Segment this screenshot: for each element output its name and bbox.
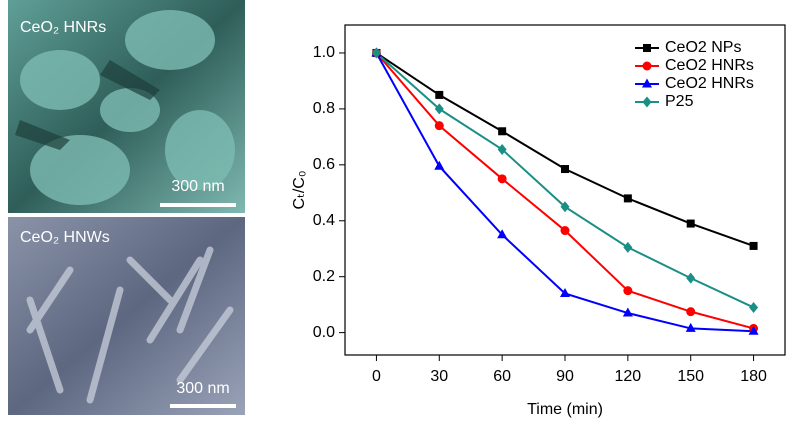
x-axis-label: Time (min) [527,401,603,418]
image-label: CeO₂ HNRs [20,19,106,36]
marker [623,194,632,203]
image-label: CeO₂ HNWs [20,229,110,246]
marker [434,160,445,170]
x-tick-label: 90 [556,368,574,385]
scale-bar-label: 300 nm [176,380,229,397]
marker [686,272,696,284]
marker [560,226,570,236]
marker [623,286,633,296]
legend-label: CeO2 NPs [665,39,741,56]
scale-bar-label: 300 nm [171,178,224,195]
marker [642,96,652,108]
sem-top: CeO₂ HNRs 300 nm [8,0,245,213]
marker [748,325,759,335]
marker [498,127,507,136]
y-tick-label: 0.8 [313,100,335,117]
marker [560,287,570,297]
marker [435,90,444,99]
marker [623,241,633,253]
x-tick-label: 0 [372,368,381,385]
legend-label: P25 [665,93,694,110]
series-line [375,52,754,330]
marker [749,301,759,313]
chart: Time (min) Cₜ/C₀ 0.0 0.2 0.4 0.6 0.8 1.0 0 30 60… [291,24,786,418]
y-tick-label: 0.2 [313,268,335,285]
marker [434,103,444,115]
marker [642,78,652,88]
marker [434,121,444,131]
marker [685,322,696,332]
x-tick-label: 120 [615,368,642,385]
marker [560,201,570,213]
x-tick-label: 60 [493,368,511,385]
marker [497,174,507,184]
marker [686,307,696,317]
marker [497,229,508,239]
marker [749,241,758,250]
x-tick-label: 150 [677,368,704,385]
sem-bottom: CeO₂ HNWs 300 nm [8,217,245,415]
y-tick-label: 0.6 [313,156,335,173]
y-tick-label: 1.0 [313,44,335,61]
marker [371,47,381,59]
y-tick-label: 0.4 [313,212,335,229]
legend-label: CeO2 HNRs [665,57,754,74]
legend-label: CeO2 HNRs [665,75,754,92]
marker [622,307,633,317]
marker [497,143,507,155]
marker [642,61,652,71]
y-axis-label: Cₜ/C₀ [291,171,308,210]
marker [686,219,695,228]
marker [561,165,569,174]
marker [643,44,651,52]
y-tick-label: 0.0 [313,324,335,341]
x-tick-label: 30 [430,368,448,385]
x-tick-label: 180 [740,368,767,385]
